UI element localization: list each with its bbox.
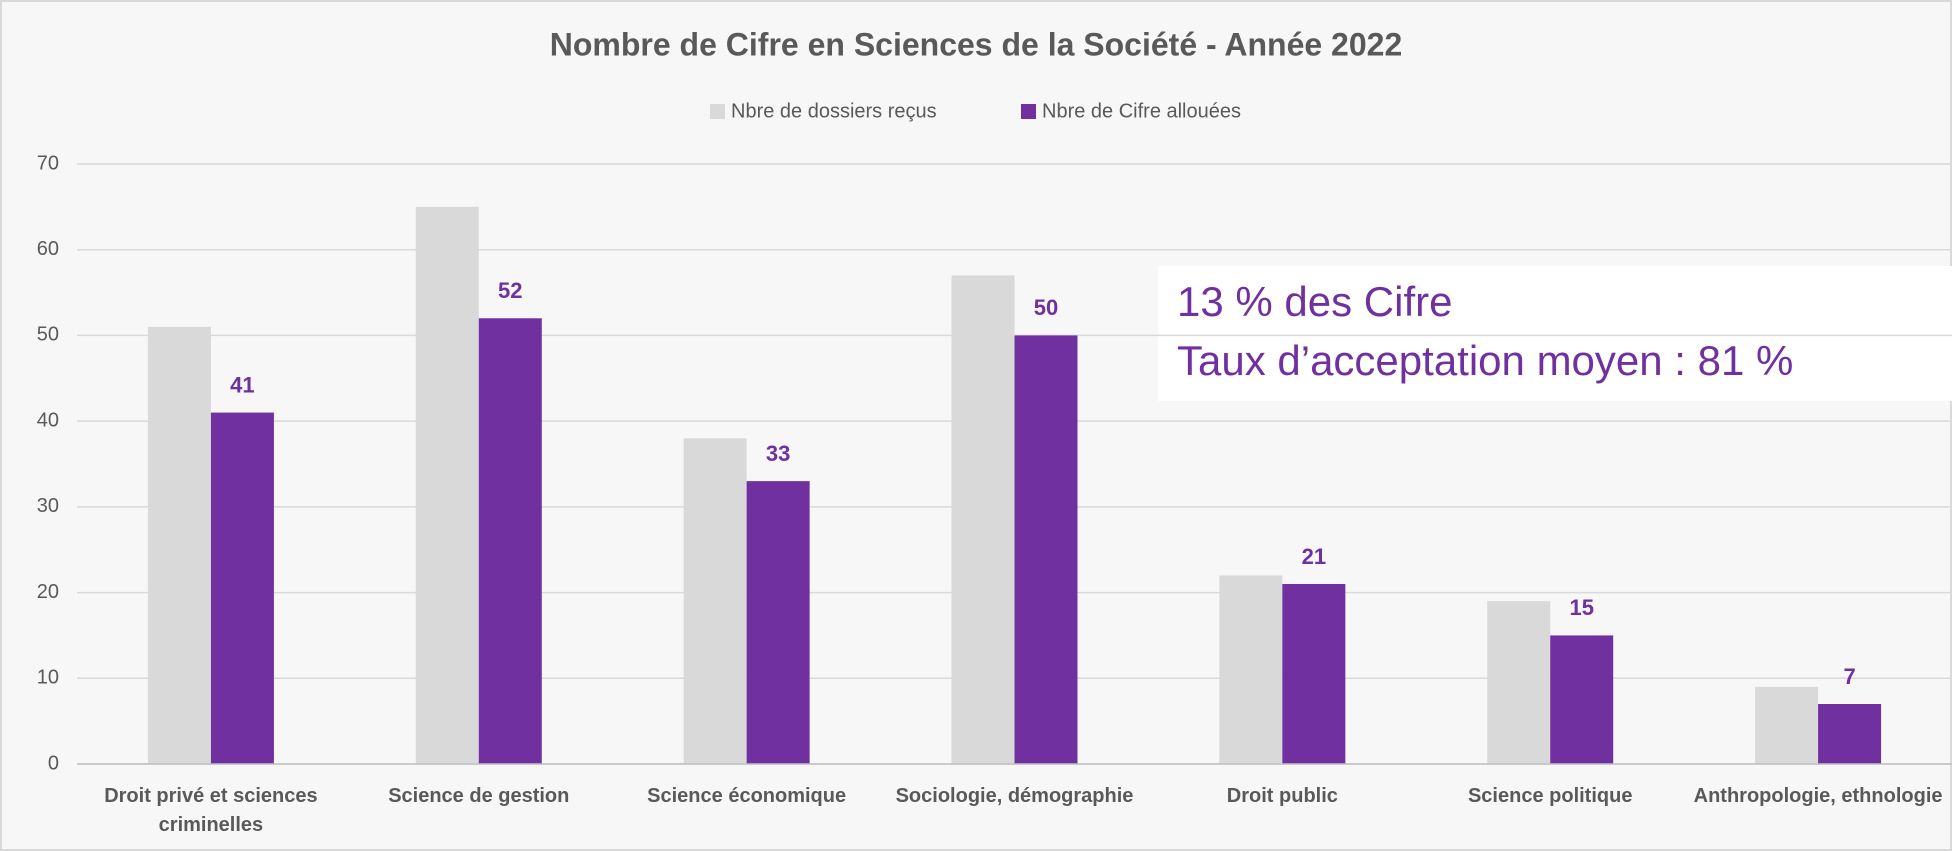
- x-tick-label: Anthropologie, ethnologie: [1694, 785, 1943, 807]
- bar: [415, 206, 479, 764]
- y-tick-label: 60: [37, 238, 59, 260]
- x-tick-label: Science économique: [647, 785, 846, 807]
- bar: [951, 275, 1015, 764]
- x-tick-label: Sociologie, démographie: [896, 785, 1134, 807]
- x-tick-label: Science politique: [1468, 785, 1632, 807]
- data-label: 33: [766, 441, 790, 466]
- bar: [683, 438, 747, 764]
- y-tick-label: 0: [48, 752, 59, 774]
- data-label: 52: [498, 278, 522, 303]
- legend-swatch: [1021, 104, 1036, 119]
- y-tick-label: 10: [37, 667, 59, 689]
- y-tick-label: 40: [37, 409, 59, 431]
- bar: [1818, 704, 1882, 764]
- bar: [478, 318, 542, 764]
- y-tick-label: 70: [37, 152, 59, 174]
- legend-label: Nbre de dossiers reçus: [731, 100, 937, 122]
- bar: [1755, 686, 1819, 764]
- bar: [746, 481, 810, 764]
- annotation: 13 % des Cifre: [1177, 278, 1452, 325]
- data-label: 41: [230, 372, 254, 397]
- bar: [1282, 584, 1346, 764]
- y-tick-label: 30: [37, 495, 59, 517]
- bar: [147, 326, 211, 764]
- x-tick-label: Science de gestion: [388, 785, 569, 807]
- data-label: 50: [1034, 295, 1058, 320]
- annotation: Taux d’acceptation moyen : 81 %: [1177, 337, 1793, 384]
- legend-swatch: [710, 104, 725, 119]
- data-label: 7: [1843, 664, 1855, 689]
- y-tick-label: 20: [37, 581, 59, 603]
- bar: [1550, 635, 1614, 764]
- bar: [1014, 335, 1078, 764]
- x-tick-label: Droit privé et sciences criminelles: [104, 785, 317, 836]
- y-tick-label: 50: [37, 324, 59, 346]
- bar: [1487, 601, 1551, 764]
- data-label: 21: [1302, 544, 1326, 569]
- data-label: 15: [1569, 595, 1593, 620]
- bar: [1219, 575, 1283, 764]
- x-tick-label: Droit public: [1227, 785, 1338, 807]
- chart-title: Nombre de Cifre en Sciences de la Sociét…: [550, 26, 1402, 62]
- bar: [210, 412, 274, 764]
- legend-label: Nbre de Cifre allouées: [1042, 100, 1241, 122]
- annotation-box: [1158, 266, 1952, 401]
